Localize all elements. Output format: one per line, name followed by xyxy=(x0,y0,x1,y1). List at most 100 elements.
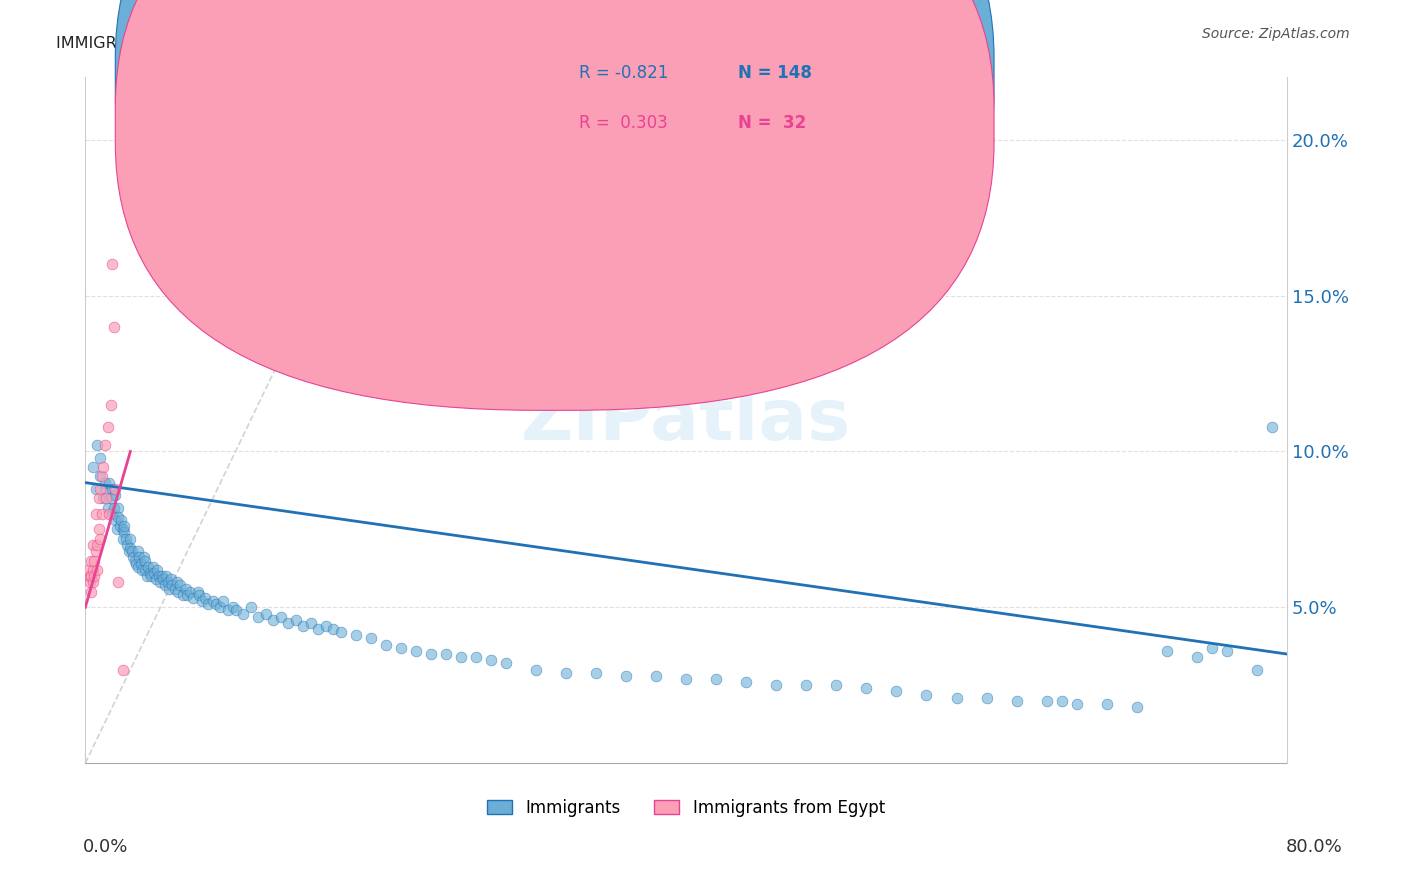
Point xyxy=(97,419,120,434)
Point xyxy=(79,575,101,590)
Point xyxy=(87,522,110,536)
Point xyxy=(117,538,139,552)
Point xyxy=(270,609,292,624)
Point xyxy=(915,688,938,702)
Point xyxy=(1261,419,1284,434)
Point xyxy=(101,507,124,521)
Text: R = -0.821: R = -0.821 xyxy=(579,64,669,82)
Point xyxy=(112,525,135,540)
Point xyxy=(1050,694,1073,708)
Point xyxy=(1216,644,1239,658)
Point xyxy=(479,653,502,667)
Point xyxy=(172,588,194,602)
Point xyxy=(100,491,122,506)
Point xyxy=(183,591,205,605)
Point xyxy=(129,557,152,571)
Point xyxy=(360,632,382,646)
Point xyxy=(104,488,127,502)
Point xyxy=(155,569,177,583)
Point xyxy=(84,507,107,521)
Point xyxy=(1201,640,1223,655)
Point xyxy=(86,563,108,577)
Point xyxy=(86,538,108,552)
Point xyxy=(107,575,129,590)
Point xyxy=(225,603,247,617)
Point xyxy=(110,513,132,527)
Point xyxy=(174,582,197,596)
Point xyxy=(89,450,111,465)
Point xyxy=(82,538,104,552)
Legend: Immigrants, Immigrants from Egypt: Immigrants, Immigrants from Egypt xyxy=(481,792,891,823)
Text: IMMIGRANTS VS IMMIGRANTS FROM EGYPT DISABILITY AGE 18 TO 34 CORRELATION CHART: IMMIGRANTS VS IMMIGRANTS FROM EGYPT DISA… xyxy=(56,36,790,51)
Point xyxy=(143,566,166,580)
Point xyxy=(187,584,209,599)
Point xyxy=(98,507,121,521)
Point xyxy=(194,591,217,605)
Point xyxy=(107,509,129,524)
Point xyxy=(277,615,299,630)
Point xyxy=(209,600,232,615)
Point xyxy=(191,594,214,608)
Point xyxy=(299,615,322,630)
Point xyxy=(322,622,344,636)
Point xyxy=(450,650,472,665)
Point xyxy=(79,569,101,583)
Point xyxy=(112,519,135,533)
Point xyxy=(886,684,908,698)
Point xyxy=(419,647,441,661)
Point xyxy=(120,541,142,555)
Point xyxy=(464,650,486,665)
Text: R =  0.303: R = 0.303 xyxy=(579,114,668,132)
Point xyxy=(82,575,104,590)
Point xyxy=(212,594,235,608)
Point xyxy=(645,669,668,683)
Point xyxy=(232,607,254,621)
Point xyxy=(103,319,125,334)
Point xyxy=(176,588,198,602)
Point xyxy=(188,588,211,602)
Point xyxy=(141,569,163,583)
Point xyxy=(82,460,104,475)
Point xyxy=(307,622,329,636)
Point xyxy=(169,578,191,592)
Point xyxy=(121,544,143,558)
Point xyxy=(292,619,315,633)
Point xyxy=(160,572,183,586)
Point xyxy=(855,681,877,696)
Point xyxy=(221,600,243,615)
Point xyxy=(374,638,396,652)
Text: N = 148: N = 148 xyxy=(738,64,813,82)
Point xyxy=(389,640,412,655)
Point xyxy=(344,628,367,642)
Point xyxy=(315,619,337,633)
Point xyxy=(100,398,122,412)
Point xyxy=(77,563,100,577)
Point xyxy=(146,563,169,577)
Point xyxy=(1095,697,1118,711)
Point xyxy=(149,575,172,590)
Point xyxy=(247,609,270,624)
Point xyxy=(98,475,121,490)
Point xyxy=(80,553,103,567)
Point xyxy=(132,550,155,565)
Point xyxy=(254,607,277,621)
Point xyxy=(139,566,162,580)
Point xyxy=(165,582,187,596)
Point xyxy=(524,663,547,677)
Point xyxy=(91,491,114,506)
Point xyxy=(205,597,228,611)
Point xyxy=(84,482,107,496)
Point xyxy=(1035,694,1057,708)
Point xyxy=(134,553,156,567)
Point xyxy=(1185,650,1208,665)
Point xyxy=(101,257,124,271)
Point xyxy=(105,522,128,536)
Point xyxy=(585,665,607,680)
Point xyxy=(704,672,727,686)
Point xyxy=(434,647,457,661)
Point xyxy=(104,513,127,527)
Point xyxy=(153,578,176,592)
Point xyxy=(145,572,167,586)
Point xyxy=(138,559,160,574)
Point xyxy=(104,482,127,496)
